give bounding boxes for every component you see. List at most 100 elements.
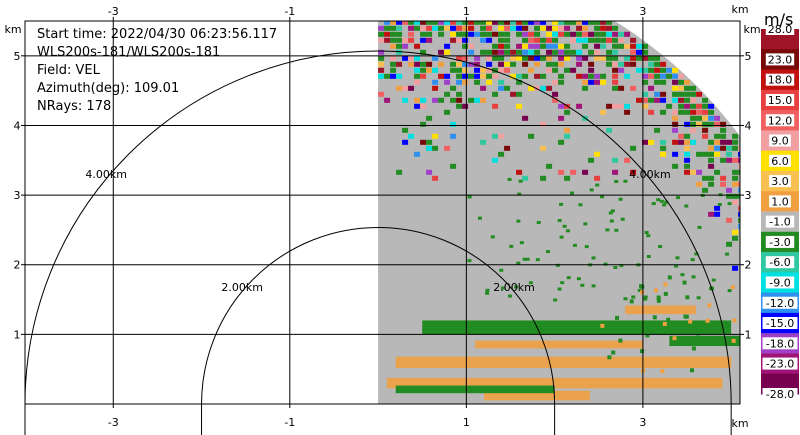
velocity-cell bbox=[648, 85, 655, 91]
velocity-cell bbox=[696, 151, 703, 157]
velocity-cell bbox=[504, 49, 511, 55]
velocity-cell bbox=[426, 115, 433, 121]
velocity-cell bbox=[732, 199, 739, 205]
velocity-cell bbox=[474, 67, 481, 73]
velocity-cell bbox=[672, 109, 679, 115]
velocity-cell bbox=[678, 73, 685, 79]
velocity-cell bbox=[558, 2, 564, 7]
velocity-cell bbox=[624, 157, 631, 163]
velocity-cell bbox=[672, 139, 679, 145]
velocity-cell bbox=[420, 67, 427, 73]
velocity-cell bbox=[474, 61, 481, 67]
colorbar-label-bg bbox=[769, 175, 791, 188]
velocity-cell bbox=[732, 133, 739, 139]
velocity-cell bbox=[552, 67, 559, 73]
axis-ticks: -3 -3 -1 -1 1 1 3 3 1 1 2 2 3 3 4 4 5 5 km km km km bbox=[4, 3, 760, 430]
colorbar-label-bg bbox=[765, 23, 795, 35]
y-tick-label: 3 bbox=[14, 189, 21, 202]
velocity-cell bbox=[708, 139, 715, 145]
velocity-cell bbox=[582, 73, 589, 79]
velocity-cell bbox=[600, 37, 607, 43]
colorbar-label: 12.0 bbox=[768, 114, 793, 127]
velocity-cell bbox=[516, 55, 523, 61]
velocity-cell bbox=[558, 73, 565, 79]
velocity-cell bbox=[732, 139, 739, 145]
velocity-cell bbox=[528, 2, 534, 7]
velocity-cell bbox=[555, 263, 560, 267]
velocity-cell bbox=[738, 169, 740, 175]
velocity-cell bbox=[420, 61, 427, 67]
velocity-cell bbox=[384, 97, 391, 103]
velocity-cell bbox=[684, 145, 691, 151]
velocity-cell bbox=[408, 8, 414, 13]
velocity-cell bbox=[468, 0, 474, 1]
velocity-cell bbox=[552, 91, 559, 97]
y-tick-label: 5 bbox=[14, 50, 21, 63]
velocity-cell bbox=[744, 314, 750, 319]
velocity-cell bbox=[708, 103, 715, 109]
velocity-cell bbox=[390, 55, 397, 61]
velocity-cell bbox=[498, 21, 505, 25]
colorbar-label-bg bbox=[765, 93, 795, 106]
colorbar-label: 18.0 bbox=[768, 74, 793, 87]
velocity-cell bbox=[738, 217, 740, 223]
velocity-cell bbox=[438, 49, 445, 55]
velocity-cell bbox=[630, 37, 637, 43]
velocity-cell bbox=[689, 368, 694, 373]
velocity-cell bbox=[714, 205, 721, 211]
velocity-band bbox=[484, 390, 590, 401]
velocity-cell bbox=[594, 21, 601, 25]
velocity-cell bbox=[714, 145, 721, 151]
velocity-cell bbox=[402, 55, 409, 61]
velocity-cell bbox=[564, 67, 571, 73]
velocity-cell bbox=[688, 319, 693, 324]
velocity-cell bbox=[750, 164, 756, 169]
velocity-cell bbox=[468, 21, 475, 25]
velocity-cell bbox=[684, 109, 691, 115]
velocity-cell bbox=[462, 67, 469, 73]
velocity-cell bbox=[522, 0, 528, 1]
velocity-cell bbox=[402, 127, 409, 133]
velocity-cell bbox=[588, 37, 595, 43]
velocity-cell bbox=[582, 21, 589, 25]
velocity-cell bbox=[498, 55, 505, 61]
velocity-cell bbox=[432, 21, 439, 25]
velocity-cell bbox=[744, 236, 750, 241]
velocity-cell bbox=[726, 187, 733, 193]
velocity-cell bbox=[450, 0, 456, 1]
velocity-cell bbox=[420, 121, 427, 127]
velocity-cell bbox=[450, 14, 456, 19]
velocity-cell bbox=[552, 14, 558, 19]
colorbar-label: -23.0 bbox=[766, 358, 794, 371]
velocity-cell bbox=[714, 169, 721, 175]
velocity-cell bbox=[582, 169, 589, 175]
velocity-cell bbox=[432, 67, 439, 73]
x-tick-label: -1 bbox=[284, 416, 295, 429]
velocity-cell bbox=[552, 31, 559, 37]
velocity-cell bbox=[570, 67, 577, 73]
velocity-cell bbox=[654, 61, 661, 67]
velocity-cell bbox=[438, 31, 445, 37]
velocity-cell bbox=[654, 67, 661, 73]
velocity-cell bbox=[420, 14, 426, 19]
velocity-cell bbox=[600, 79, 607, 85]
velocity-cell bbox=[651, 202, 656, 206]
velocity-cell bbox=[486, 21, 493, 25]
velocity-cell bbox=[623, 179, 628, 183]
field-label: Field: VEL bbox=[37, 63, 100, 78]
colorbar-label: -9.0 bbox=[769, 276, 790, 289]
velocity-cell bbox=[420, 97, 427, 103]
velocity-cell bbox=[600, 109, 607, 115]
velocity-cell bbox=[492, 8, 498, 13]
velocity-cell bbox=[702, 115, 709, 121]
velocity-cell bbox=[444, 109, 451, 115]
velocity-cell bbox=[456, 61, 463, 67]
velocity-cell bbox=[510, 55, 517, 61]
velocity-cell bbox=[558, 115, 565, 121]
velocity-cell bbox=[572, 243, 577, 247]
velocity-cell bbox=[732, 265, 739, 271]
velocity-cell bbox=[378, 67, 385, 73]
velocity-cell bbox=[720, 145, 727, 151]
velocity-cell bbox=[684, 97, 691, 103]
velocity-cell bbox=[462, 55, 469, 61]
